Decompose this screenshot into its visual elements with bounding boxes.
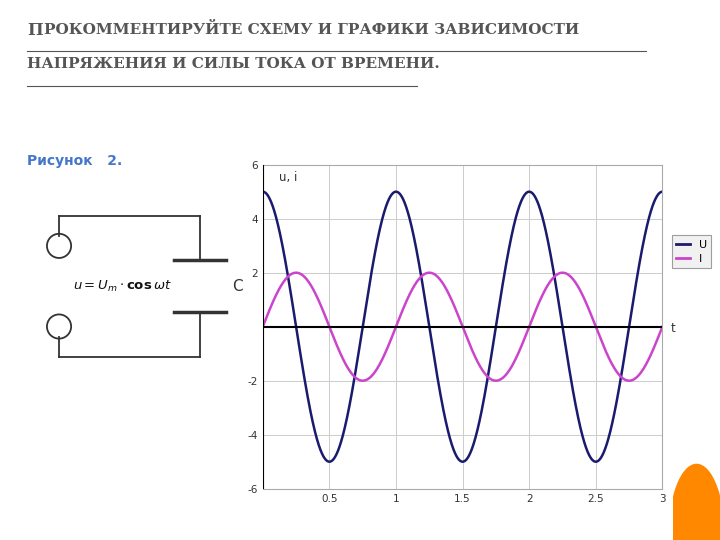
Text: u, i: u, i xyxy=(279,171,297,184)
Ellipse shape xyxy=(668,464,720,540)
Text: t: t xyxy=(670,321,675,335)
Text: Рисунок   2.: Рисунок 2. xyxy=(27,154,122,168)
Text: РОКОММЕНТИРУЙТЕ СХЕМУ И ГРАФИКИ ЗАВИСИМОСТИ: РОКОММЕНТИРУЙТЕ СХЕМУ И ГРАФИКИ ЗАВИСИМО… xyxy=(44,22,579,37)
Text: П: П xyxy=(27,22,42,38)
Text: C: C xyxy=(233,279,243,294)
Text: $u = U_m \cdot \mathbf{cos}\,\omega t$: $u = U_m \cdot \mathbf{cos}\,\omega t$ xyxy=(73,279,172,294)
Text: НАПРЯЖЕНИЯ И СИЛЫ ТОКА ОТ ВРЕМЕНИ.: НАПРЯЖЕНИЯ И СИЛЫ ТОКА ОТ ВРЕМЕНИ. xyxy=(27,57,440,71)
Legend: U, I: U, I xyxy=(672,235,711,268)
